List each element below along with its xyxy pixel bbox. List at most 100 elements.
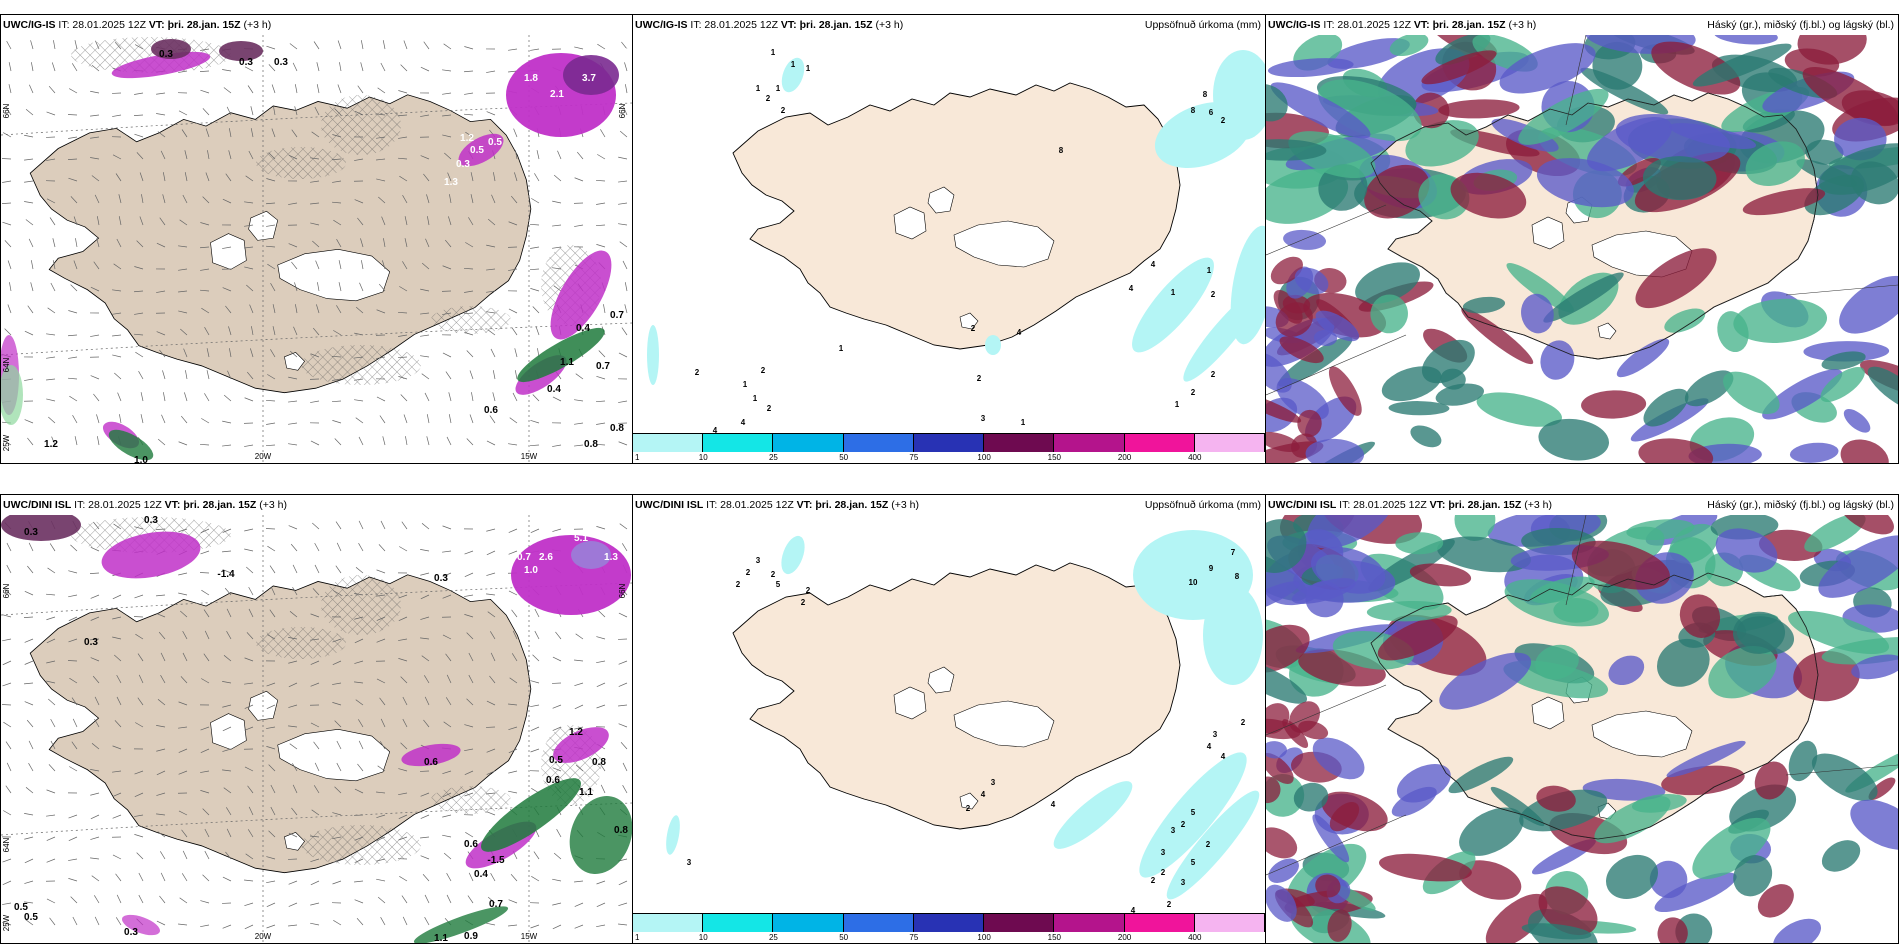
wind-barb xyxy=(244,682,254,685)
wind-barb xyxy=(553,174,562,182)
colorbar-segment xyxy=(984,914,1055,932)
wind-barb xyxy=(90,157,100,160)
wind-barb xyxy=(426,414,430,424)
wind-barb xyxy=(487,218,496,226)
cloud-area xyxy=(1318,79,1422,142)
panel-header: UWC/DINI ISL IT: 28.01.2025 12Z VT: þri.… xyxy=(1,495,632,515)
wind-barb xyxy=(553,285,562,292)
wind-barb xyxy=(248,608,254,618)
wind-barb xyxy=(357,85,364,94)
wind-barb xyxy=(376,113,386,116)
wind-barb xyxy=(486,700,496,706)
wind-barb xyxy=(420,355,430,358)
cloud-area xyxy=(1298,720,1329,740)
precip-map: 322252279810234434245232352232443132 xyxy=(633,515,1265,927)
lat-label: 66N xyxy=(618,583,627,598)
wind-barb xyxy=(534,608,540,618)
wind-barb xyxy=(315,260,320,270)
wind-barb xyxy=(358,543,364,552)
wind-barb xyxy=(156,770,166,776)
cloud-area xyxy=(1266,776,1281,804)
cloud-area xyxy=(1364,164,1430,219)
wind-barb xyxy=(487,896,496,904)
wind-barb xyxy=(91,743,100,750)
wind-barb xyxy=(288,376,298,380)
wind-barb xyxy=(464,748,474,752)
wind-barb xyxy=(116,674,122,684)
wind-barb xyxy=(358,520,364,530)
precip-value-label: 3 xyxy=(991,778,996,787)
wind-barb xyxy=(310,682,320,687)
cloud-area xyxy=(1379,853,1472,882)
wind-barb xyxy=(618,223,628,226)
valid-time-label: VT: xyxy=(780,19,797,31)
cloud-area xyxy=(1715,528,1778,573)
wind-barb xyxy=(8,62,12,72)
wind-barb xyxy=(115,873,122,882)
wind-barb xyxy=(379,741,386,750)
iceland xyxy=(733,83,1180,349)
cloud-area xyxy=(1461,308,1534,365)
valid-time-label: VT: xyxy=(1429,499,1446,511)
wind-barb xyxy=(618,400,628,403)
wind-barb xyxy=(514,370,518,380)
wind-barb xyxy=(27,565,34,574)
wind-barb xyxy=(53,40,56,50)
cloud-area xyxy=(1708,645,1777,699)
wind-barb xyxy=(3,132,12,138)
wind-barb xyxy=(529,444,540,447)
cloud-area xyxy=(1388,401,1450,416)
wind-barb xyxy=(270,784,276,794)
precip-value-label: 2.2 xyxy=(614,47,628,58)
panel-bottom-cloud: UWC/DINI ISL IT: 28.01.2025 12Z VT: þri.… xyxy=(1265,494,1899,944)
wind-barb xyxy=(72,718,78,728)
wind-barb xyxy=(46,836,56,841)
wind-barb xyxy=(160,150,166,160)
wind-barb xyxy=(90,857,100,860)
cloud-area xyxy=(1656,638,1710,687)
wind-barb xyxy=(487,611,496,618)
precip-value-label: -1.5 xyxy=(487,855,505,866)
wind-barb xyxy=(444,152,452,160)
wind-barb xyxy=(332,836,342,840)
colorbar-tick-label: 75 xyxy=(909,933,919,942)
cloud-area xyxy=(1818,535,1898,598)
wind-barb xyxy=(68,616,78,622)
wind-barb xyxy=(492,370,496,380)
wind-barb xyxy=(178,268,188,271)
wind-barb xyxy=(156,725,166,728)
cloud-area xyxy=(1789,442,1839,463)
wind-barb xyxy=(489,675,496,684)
wind-barb xyxy=(46,898,56,904)
wind-barb xyxy=(400,64,408,72)
wind-barb xyxy=(178,572,188,576)
wind-barb xyxy=(288,880,298,885)
wind-barb xyxy=(442,312,452,315)
lead-time: (+3 h) xyxy=(891,499,919,511)
panel-header: UWC/DINI ISL IT: 28.01.2025 12Z VT: þri.… xyxy=(1266,495,1898,515)
cloud-area xyxy=(1538,418,1610,461)
lon-label: 25W xyxy=(2,914,11,931)
wind-barb xyxy=(226,807,232,816)
wind-barb xyxy=(70,284,78,292)
wind-barb xyxy=(89,572,100,574)
wind-barb xyxy=(136,152,144,160)
wind-barb xyxy=(184,392,188,402)
wind-barb xyxy=(46,333,56,336)
wind-barb xyxy=(163,392,166,402)
colorbar-tick-label: 50 xyxy=(839,453,849,462)
wind-barb xyxy=(266,202,276,205)
wind-barb xyxy=(620,742,628,750)
wind-barb xyxy=(447,172,452,182)
wind-barb xyxy=(357,217,364,226)
wind-barb xyxy=(288,725,298,728)
wind-barb xyxy=(512,392,518,402)
wind-barb xyxy=(400,394,408,402)
wind-barb xyxy=(222,198,232,204)
lon-label: 25W xyxy=(2,434,11,451)
wind-barb xyxy=(112,594,122,600)
wind-barb xyxy=(337,40,342,50)
wind-barb xyxy=(511,653,518,662)
precip-area xyxy=(1203,585,1263,685)
init-time: IT: 28.01.2025 12Z xyxy=(690,19,778,31)
